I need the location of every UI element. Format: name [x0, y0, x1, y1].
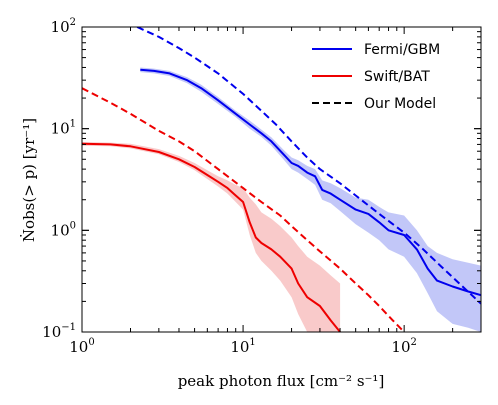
- series-line-0: [140, 68, 481, 297]
- legend-label: Our Model: [364, 96, 436, 112]
- y-tick-label: 102: [51, 17, 76, 36]
- legend: Fermi/GBM Swift/BAT Our Model: [312, 42, 440, 112]
- x-tick-label: 100: [69, 337, 94, 356]
- y-axis-label: Ṅobs(> p) [yr⁻¹]: [20, 118, 38, 242]
- legend-label: Swift/BAT: [364, 69, 430, 85]
- band-0: [140, 67, 481, 332]
- y-tick-label: 101: [51, 119, 76, 138]
- band-2: [82, 142, 341, 332]
- y-tick-label: 100: [51, 220, 76, 239]
- series-line-2: [82, 142, 341, 332]
- series-lines: [82, 27, 481, 332]
- axis-ticks: [81, 26, 482, 333]
- plot-frame: [81, 26, 482, 333]
- x-tick-label: 102: [391, 337, 416, 356]
- confidence-bands: [82, 67, 481, 332]
- x-tick-label: 101: [230, 337, 255, 356]
- legend-label: Fermi/GBM: [364, 42, 440, 58]
- series-line-3: [82, 87, 405, 332]
- x-axis-label: peak photon flux [cm⁻² s⁻¹]: [178, 372, 385, 390]
- series-line-1: [136, 27, 481, 305]
